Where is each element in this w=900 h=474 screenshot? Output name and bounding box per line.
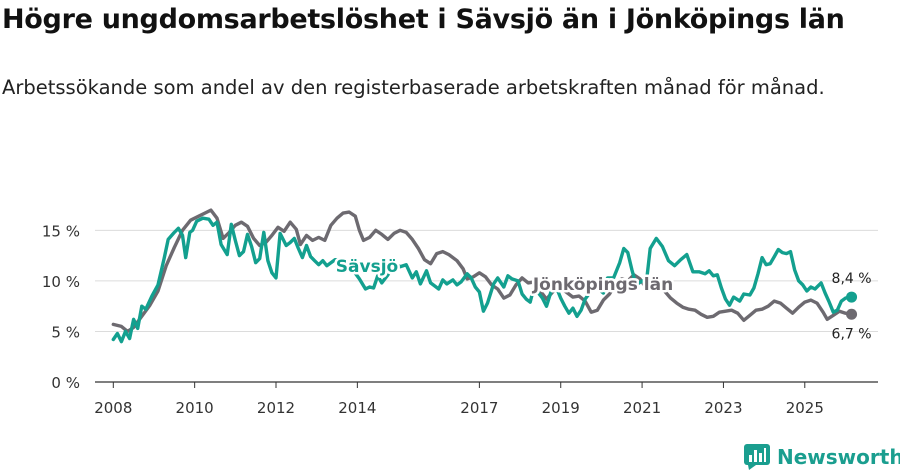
y-tick-label: 0 % xyxy=(51,374,80,392)
end-label-savsjo: 8,4 % xyxy=(832,271,872,287)
chart-subtitle: Arbetssökande som andel av den registerb… xyxy=(2,76,825,99)
x-tick-label: 2017 xyxy=(460,399,498,417)
x-tick-label: 2025 xyxy=(786,399,824,417)
x-tick-label: 2010 xyxy=(176,399,214,417)
x-tick-label: 2012 xyxy=(257,399,295,417)
newsworthy-logo: Newsworthy xyxy=(744,442,900,472)
x-tick-label: 2008 xyxy=(94,399,132,417)
end-label-jonkopings-lan: 6,7 % xyxy=(832,326,872,342)
series-label-savsjo: Sävsjö xyxy=(336,257,398,277)
y-tick-label: 5 % xyxy=(51,323,80,341)
chart-title: Högre ungdomsarbetslöshet i Sävsjö än i … xyxy=(2,4,845,35)
brand-name: Newsworthy xyxy=(777,445,900,469)
y-tick-label: 15 % xyxy=(42,222,80,240)
x-tick-label: 2019 xyxy=(542,399,580,417)
x-tick-label: 2023 xyxy=(704,399,742,417)
series-line-jonkopings-lan xyxy=(111,208,854,334)
x-tick-label: 2021 xyxy=(623,399,661,417)
end-point-jonkopings-lan xyxy=(846,308,858,320)
end-point-savsjo xyxy=(846,291,858,303)
bar-chart-icon xyxy=(744,444,770,470)
y-tick-label: 10 % xyxy=(42,273,80,291)
series-line-savsjo xyxy=(111,216,854,344)
x-tick-label: 2014 xyxy=(338,399,376,417)
series-label-jonkopings-lan: Jönköpings län xyxy=(532,275,673,295)
